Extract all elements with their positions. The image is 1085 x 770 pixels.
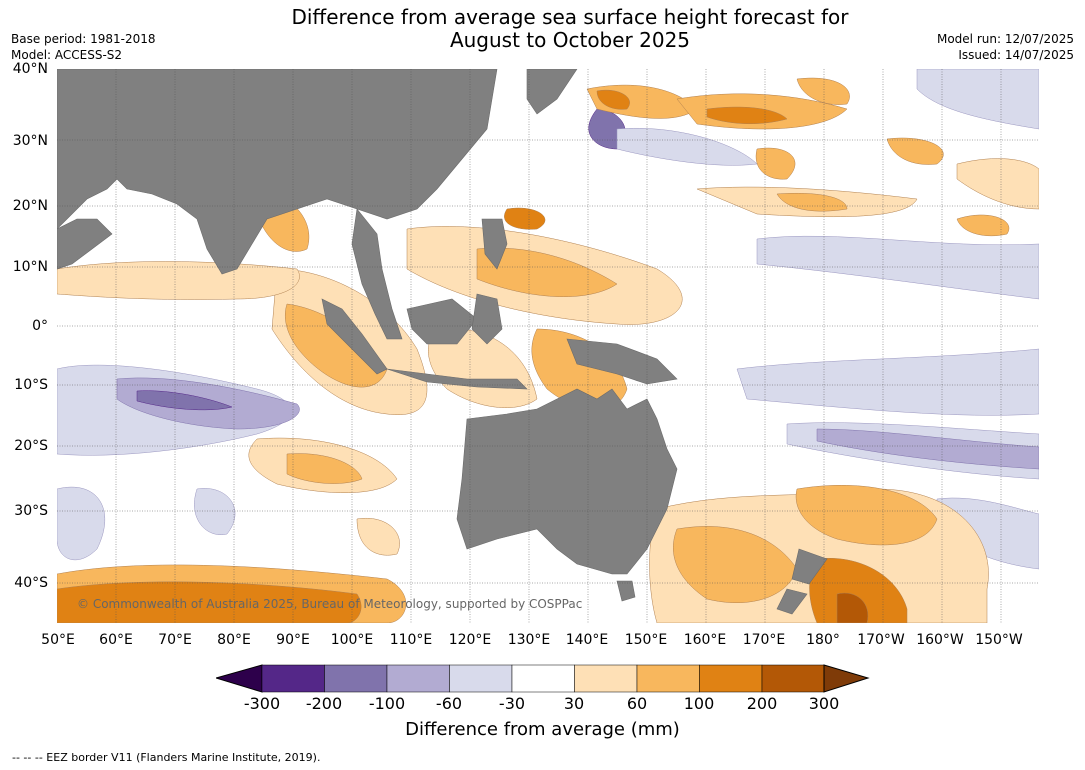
colorbar-band-4 [449, 664, 513, 693]
lon-label-150e: 150°E [624, 632, 668, 648]
lon-label-90e: 90°E [276, 632, 310, 648]
colorbar-upper-extend [823, 664, 870, 693]
model-run-text: Model run: 12/07/2025 [936, 32, 1074, 46]
colorbar-tick-30: 30 [563, 694, 585, 713]
map-title-line1: Difference from average sea surface heig… [291, 5, 849, 29]
colorbar-tick-m300: -300 [243, 694, 281, 713]
colorbar-tick-m100: -100 [368, 694, 406, 713]
lon-label-150w: 150°W [975, 632, 1023, 648]
colorbar-tick-200: 200 [746, 694, 778, 713]
lat-label-40s: 40°S [14, 575, 48, 591]
lat-label-0: 0° [32, 318, 48, 334]
colorbar-tick-300: 300 [808, 694, 840, 713]
lon-label-110e: 110°E [389, 632, 433, 648]
colorbar [216, 664, 870, 693]
colorbar-tick-60: 60 [626, 694, 648, 713]
lat-label-10n: 10°N [12, 259, 48, 275]
lat-label-10s: 10°S [14, 377, 48, 393]
lon-label-60e: 60°E [99, 632, 133, 648]
lat-label-40n: 40°N [12, 61, 48, 77]
land-masses [57, 69, 828, 615]
lon-label-80e: 80°E [217, 632, 251, 648]
colorbar-tick-100: 100 [683, 694, 715, 713]
colorbar-tick-m60: -60 [435, 694, 463, 713]
colorbar-band-5 [511, 664, 575, 693]
lon-label-160e: 160°E [683, 632, 727, 648]
base-period-text: Base period: 1981-2018 [11, 32, 156, 46]
lat-label-30n: 30°N [12, 133, 48, 149]
colorbar-tick-m200: -200 [305, 694, 343, 713]
lon-label-140e: 140°E [565, 632, 609, 648]
map-canvas [57, 69, 1039, 623]
lon-label-160w: 160°W [916, 632, 964, 648]
eez-footnote: -- -- -- EEZ border V11 (Flanders Marine… [12, 751, 321, 764]
colorbar-band-2 [324, 664, 388, 693]
model-text: Model: ACCESS-S2 [11, 48, 123, 62]
lon-label-50e: 50°E [41, 632, 75, 648]
colorbar-band-8 [699, 664, 763, 693]
colorbar-band-3 [386, 664, 450, 693]
lat-label-30s: 30°S [14, 503, 48, 519]
issued-text: Issued: 14/07/2025 [958, 48, 1074, 62]
colorbar-band-9 [761, 664, 825, 693]
colorbar-band-6 [574, 664, 638, 693]
graticule [57, 69, 1039, 623]
map-title-line2: August to October 2025 [449, 28, 691, 52]
sea-height-map: © Commonwealth of Australia 2025, Bureau… [57, 69, 1039, 623]
lon-label-170w: 170°W [857, 632, 905, 648]
lon-label-70e: 70°E [158, 632, 192, 648]
lat-label-20s: 20°S [14, 438, 48, 454]
lon-label-120e: 120°E [448, 632, 492, 648]
lat-label-20n: 20°N [12, 198, 48, 214]
lon-label-130e: 130°E [507, 632, 551, 648]
colorbar-band-7 [636, 664, 700, 693]
lon-label-100e: 100°E [330, 632, 374, 648]
colorbar-tick-m30: -30 [498, 694, 526, 713]
colorbar-band-1 [261, 664, 325, 693]
colorbar-lower-extend [216, 664, 263, 693]
copyright-text: © Commonwealth of Australia 2025, Bureau… [77, 597, 583, 611]
colorbar-title: Difference from average (mm) [405, 719, 680, 740]
lon-label-180: 180° [806, 632, 840, 648]
lon-label-170e: 170°E [742, 632, 786, 648]
